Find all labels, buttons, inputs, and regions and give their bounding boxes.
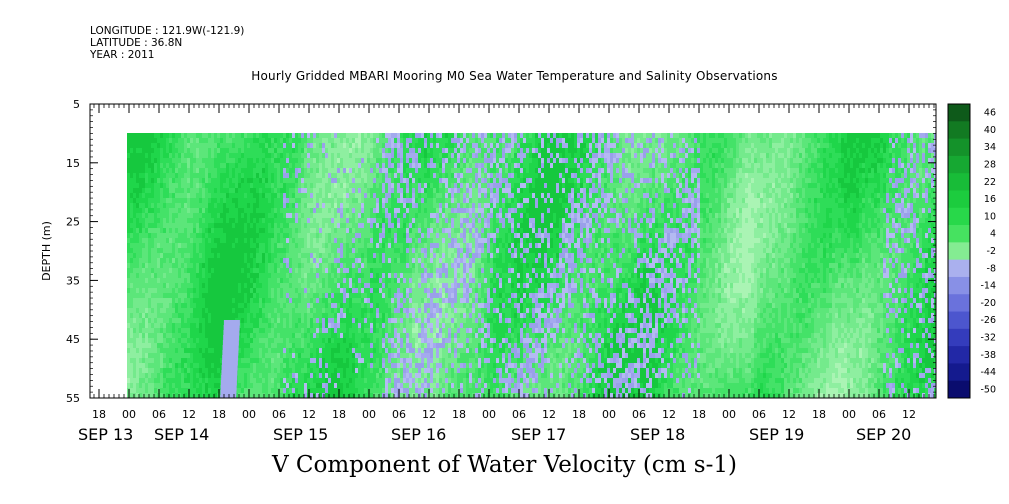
x-hour-tick-label: 00: [842, 408, 856, 421]
x-hour-tick-label: 06: [392, 408, 406, 421]
x-hour-tick-label: 18: [92, 408, 106, 421]
x-hour-tick-label: 12: [422, 408, 436, 421]
x-hour-tick-label: 18: [692, 408, 706, 421]
x-day-label: SEP 16: [391, 425, 446, 444]
colorbar-label: 16: [984, 194, 996, 205]
x-hour-tick-label: 12: [302, 408, 316, 421]
x-hour-tick-label: 12: [662, 408, 676, 421]
x-day-label: SEP 17: [511, 425, 566, 444]
colorbar-swatch: [948, 225, 970, 243]
y-axis-label: DEPTH (m): [40, 221, 53, 281]
y-tick-label: 15: [66, 157, 80, 170]
colorbar-frame: [947, 103, 971, 399]
y-tick-label: 45: [66, 333, 80, 346]
colorbar-swatch: [948, 173, 970, 191]
colorbar-label: 10: [984, 211, 996, 222]
colorbar-label: -26: [980, 315, 996, 326]
x-hour-tick-label: 18: [332, 408, 346, 421]
colorbar-label: 28: [984, 160, 996, 171]
colorbar-label: -44: [980, 367, 996, 378]
x-hour-tick-label: 00: [242, 408, 256, 421]
latitude-label: LATITUDE : 36.8N: [90, 37, 183, 49]
colorbar-label: 22: [984, 177, 996, 188]
colorbar-swatch: [948, 328, 970, 347]
colorbar-swatch: [948, 380, 970, 399]
x-day-label: SEP 13: [78, 425, 133, 444]
year-label: YEAR : 2011: [90, 49, 155, 61]
x-hour-tick-label: 00: [602, 408, 616, 421]
colorbar-label: -2: [987, 246, 996, 257]
x-hour-tick-label: 06: [632, 408, 646, 421]
x-hour-tick-label: 06: [272, 408, 286, 421]
x-day-label: SEP 15: [273, 425, 328, 444]
colorbar-swatch: [948, 138, 970, 157]
colorbar-swatch: [948, 155, 970, 174]
x-hour-tick-label: 00: [362, 408, 376, 421]
x-hour-tick-label: 00: [482, 408, 496, 421]
y-tick-label: 35: [66, 274, 80, 287]
x-hour-tick-label: 12: [782, 408, 796, 421]
x-axis-label: V Component of Water Velocity (cm s-1): [272, 452, 737, 478]
colorbar-label: 4: [990, 229, 996, 240]
colorbar-label: -8: [987, 263, 996, 274]
x-hour-tick-label: 18: [812, 408, 826, 421]
x-hour-tick-label: 06: [152, 408, 166, 421]
x-hour-tick-label: 12: [182, 408, 196, 421]
x-day-label: SEP 14: [154, 425, 209, 444]
colorbar-swatch: [948, 104, 970, 122]
colorbar-swatch: [948, 363, 970, 382]
colorbar-swatch: [948, 207, 970, 226]
colorbar-swatch: [948, 311, 970, 330]
y-tick-label: 55: [66, 392, 80, 405]
x-hour-tick-label: 12: [902, 408, 916, 421]
x-hour-tick-label: 06: [512, 408, 526, 421]
x-day-label: SEP 19: [749, 425, 804, 444]
x-hour-tick-label: 00: [722, 408, 736, 421]
colorbar-label: 46: [984, 108, 996, 119]
x-hour-tick-label: 18: [452, 408, 466, 421]
y-tick-label: 5: [73, 98, 80, 111]
x-day-label: SEP 20: [856, 425, 911, 444]
colorbar-swatch: [948, 346, 970, 364]
y-tick-label: 25: [66, 216, 80, 229]
chart-area: 18 00 06 12 18 00 06 12 18 00 06 12 18 00 06 12 18 00 06 12…: [40, 98, 996, 444]
x-hour-tick-label: 00: [122, 408, 136, 421]
colorbar-swatch: [948, 294, 970, 312]
colorbar-label: -20: [980, 298, 996, 309]
x-hour-tick-label: 06: [872, 408, 886, 421]
colorbar-swatch: [948, 121, 970, 139]
colorbar-label: -32: [980, 332, 996, 343]
x-hour-tick-label: 18: [212, 408, 226, 421]
colorbar-label: -14: [980, 281, 996, 292]
x-day-label: SEP 18: [630, 425, 685, 444]
colorbar-label: -50: [980, 384, 996, 395]
velocity-field: [127, 133, 936, 398]
x-hour-tick-label: 18: [572, 408, 586, 421]
colorbar-label: 40: [984, 125, 996, 136]
x-hour-tick-label: 06: [752, 408, 766, 421]
colorbar-swatch: [948, 276, 970, 295]
colorbar-swatch: [948, 259, 970, 278]
colorbar-swatch: [948, 190, 970, 209]
colorbar-label: 34: [984, 142, 996, 153]
colorbar-label: -38: [980, 350, 996, 361]
x-hour-tick-label: 12: [542, 408, 556, 421]
longitude-label: LONGITUDE : 121.9W(-121.9): [90, 25, 245, 37]
colorbar: 46 40 34 28 22 16 10 4 -2 -8 -14 -20 -26 -32 -38 -44 -50: [947, 103, 996, 399]
colorbar-swatch: [948, 242, 970, 261]
chart-title: Hourly Gridded MBARI Mooring M0 Sea Wate…: [251, 69, 778, 83]
